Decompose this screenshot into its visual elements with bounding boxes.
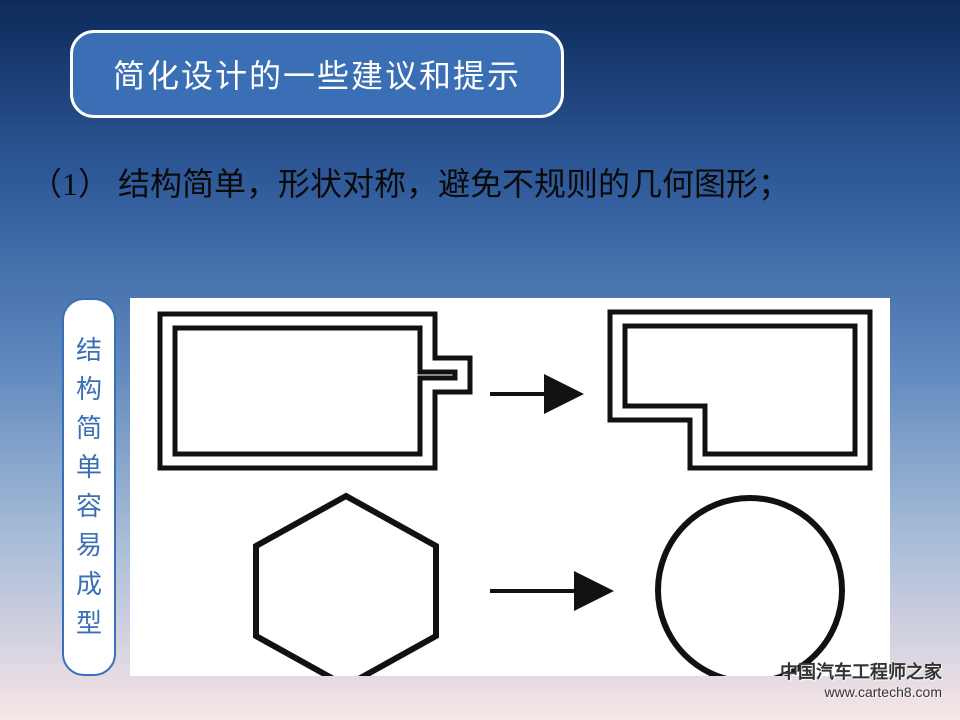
vlabel-char: 容 xyxy=(76,487,102,526)
vertical-label: 结 构 简 单 容 易 成 型 xyxy=(62,298,116,676)
title-box: 简化设计的一些建议和提示 xyxy=(70,30,564,118)
watermark-line1: 中国汽车工程师之家 xyxy=(780,658,942,684)
hexagon-shape xyxy=(256,496,436,676)
vlabel-char: 结 xyxy=(76,331,102,370)
vlabel-char: 成 xyxy=(76,565,102,604)
diagram-area: 结 构 简 单 容 易 成 型 xyxy=(62,298,890,676)
vlabel-char: 型 xyxy=(76,604,102,643)
vlabel-char: 构 xyxy=(76,370,102,409)
body-text: （1） 结构简单，形状对称，避免不规则的几何图形； xyxy=(30,160,920,208)
watermark-line2: www.cartech8.com xyxy=(780,684,942,700)
vlabel-char: 单 xyxy=(76,448,102,487)
figure-panel xyxy=(130,298,890,676)
watermark: 中国汽车工程师之家 www.cartech8.com xyxy=(780,658,942,700)
vlabel-char: 易 xyxy=(76,526,102,565)
diagram-svg xyxy=(130,298,890,676)
shape-simple-inner xyxy=(625,326,855,454)
shape-complex-inner xyxy=(175,328,455,454)
title-text: 简化设计的一些建议和提示 xyxy=(113,58,521,94)
shape-simple-outer xyxy=(610,312,870,468)
vlabel-char: 简 xyxy=(76,409,102,448)
circle-shape xyxy=(658,498,842,676)
shape-complex-outer xyxy=(160,314,470,468)
